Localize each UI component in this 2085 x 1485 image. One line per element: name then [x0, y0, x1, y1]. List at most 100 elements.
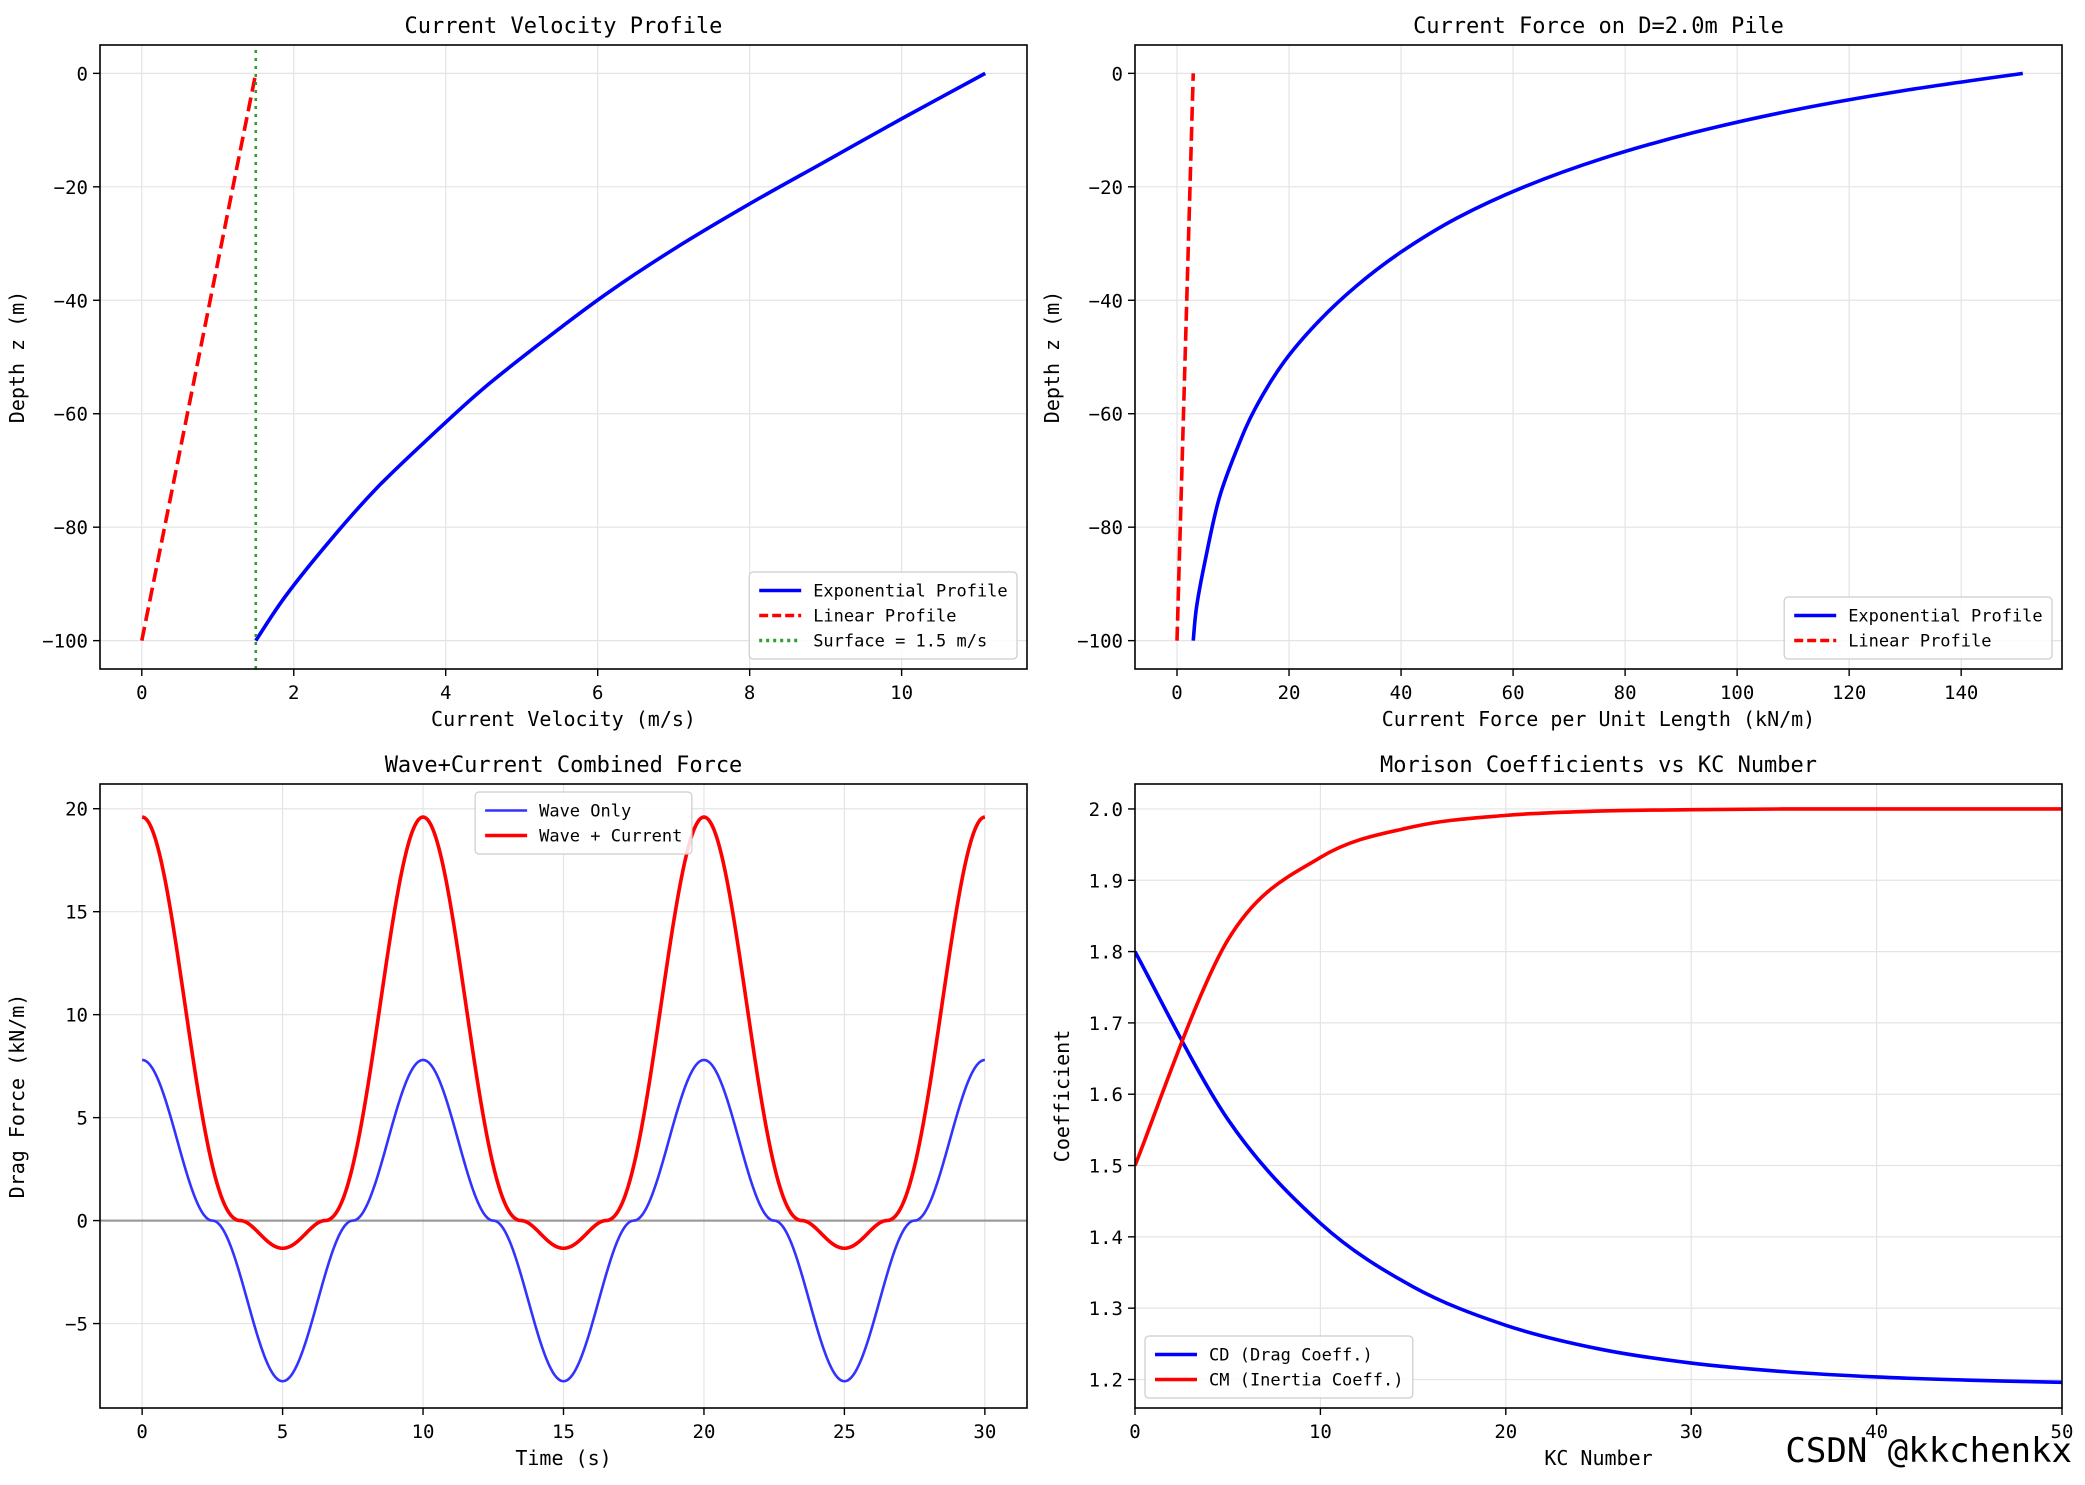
x-tick-label: 20: [693, 1421, 716, 1443]
y-tick-label: 5: [77, 1108, 88, 1130]
y-axis-label: Drag Force (kN/m): [5, 994, 29, 1199]
grid: [1134, 784, 2063, 1408]
y-tick-label: 10: [65, 1005, 88, 1027]
y-tick-label: 1.9: [1089, 870, 1123, 892]
x-axis-label: KC Number: [1544, 1446, 1652, 1470]
x-tick-label: 120: [1832, 682, 1866, 704]
grid: [100, 45, 1027, 669]
y-tick-label: −20: [54, 177, 88, 199]
x-tick-label: 100: [1720, 682, 1754, 704]
x-tick-label: 20: [1278, 682, 1301, 704]
axes-frame: [1134, 783, 2063, 1409]
series-group: [1175, 71, 2024, 641]
x-tick-label: 0: [136, 682, 147, 704]
y-tick-label: −40: [1089, 290, 1123, 312]
chart-3: 0 5 10 15 20 25 30 −5 0 5 10 15 20 Wave+Current Combi…: [5, 753, 1028, 1470]
legend: Exponential Profile Linear Profile: [1783, 596, 2053, 660]
x-tick-label: 10: [1309, 1421, 1332, 1443]
legend-label: Wave Only: [539, 802, 631, 822]
y-axis-label: Depth z (m): [5, 291, 29, 423]
series-line-linear-profile: [1175, 73, 1196, 641]
series-line-cm-inertia-coeff: [1135, 807, 2062, 1167]
series-line-linear-profile: [140, 73, 258, 641]
y-tick-label: −100: [1077, 631, 1123, 653]
y-tick-label: −20: [1089, 177, 1123, 199]
y-tick-label: −80: [54, 517, 88, 539]
axes-frame: [1134, 44, 2063, 670]
y-tick-label: −60: [54, 404, 88, 426]
y-tick-label: −60: [1089, 404, 1123, 426]
y-tick-label: 0: [1112, 63, 1123, 85]
series-line-wave-only: [141, 1058, 986, 1383]
watermark-text: CSDN @kkchenkx: [1785, 1431, 2072, 1471]
x-tick-label: 6: [592, 682, 603, 704]
x-tick-label: 40: [1865, 1421, 1888, 1443]
legend-box: [474, 791, 693, 855]
legend-label: Wave + Current: [539, 827, 682, 847]
y-tick-label: 0: [77, 1211, 88, 1233]
x-tick-label: 5: [277, 1421, 288, 1443]
legend: Wave Only Wave + Current: [474, 791, 693, 855]
series-line-exponential-profile: [254, 71, 987, 642]
series-group: [141, 815, 986, 1383]
x-tick-label: 25: [833, 1421, 856, 1443]
x-tick-label: 0: [136, 1421, 147, 1443]
x-axis-label: Current Force per Unit Length (kN/m): [1382, 707, 1815, 731]
x-tick-label: 2: [288, 682, 299, 704]
x-tick-label: 15: [552, 1421, 575, 1443]
x-tick-label: 20: [1494, 1421, 1517, 1443]
chart-4: 0 10 20 30 40 50 1.2 1.3 1.4 1.5 1.6 1.7 1.8 1.9 2.0 Mo…: [1050, 753, 2073, 1470]
legend-box: [748, 571, 1018, 660]
y-tick-label: 1.5: [1089, 1156, 1123, 1178]
series-line-cd-drag-coeff: [1135, 950, 2062, 1385]
chart-2: 0 20 40 60 80 100 120 140 0 −20 −40 −60 −80 −100 Curre…: [1040, 14, 2063, 731]
x-tick-label: 80: [1614, 682, 1637, 704]
series-group: [1135, 807, 2062, 1385]
x-tick-label: 10: [890, 682, 913, 704]
x-axis-label: Current Velocity (m/s): [431, 707, 696, 731]
chart-title: Current Force on D=2.0m Pile: [1413, 14, 1784, 39]
x-tick-label: 50: [2051, 1421, 2074, 1443]
x-axis-label: Time (s): [515, 1446, 611, 1470]
y-axis-label: Depth z (m): [1040, 291, 1064, 423]
legend-label: Linear Profile: [813, 607, 956, 627]
legend: CD (Drag Coeff.) CM (Inertia Coeff.): [1144, 1335, 1414, 1399]
legend: Exponential Profile Linear Profile Surface…: [748, 571, 1018, 660]
y-tick-label: 15: [65, 902, 88, 924]
x-tick-label: 8: [744, 682, 755, 704]
x-tick-label: 140: [1944, 682, 1978, 704]
y-tick-label: 1.7: [1089, 1013, 1123, 1035]
y-tick-label: 1.3: [1089, 1298, 1123, 1320]
legend-label: CM (Inertia Coeff.): [1209, 1371, 1403, 1391]
chart-title: Wave+Current Combined Force: [385, 753, 743, 778]
legend-label: Exponential Profile: [813, 582, 1007, 602]
grid: [1135, 45, 2062, 669]
y-tick-label: 2.0: [1089, 799, 1123, 821]
x-tick-label: 10: [412, 1421, 435, 1443]
chart-title: Current Velocity Profile: [405, 14, 723, 39]
x-tick-label: 30: [973, 1421, 996, 1443]
axes-frame: [99, 44, 1028, 670]
legend-box: [1783, 596, 2053, 660]
legend-label: Surface = 1.5 m/s: [813, 632, 987, 652]
y-tick-label: −5: [65, 1314, 88, 1336]
y-tick-label: 1.6: [1089, 1084, 1123, 1106]
x-tick-label: 40: [1390, 682, 1413, 704]
series-line-exponential-profile: [1191, 71, 2024, 641]
y-tick-label: 1.2: [1089, 1369, 1123, 1391]
legend-label: Linear Profile: [1848, 632, 1991, 652]
x-tick-label: 0: [1129, 1421, 1140, 1443]
y-tick-label: 20: [65, 799, 88, 821]
y-tick-label: −100: [42, 631, 88, 653]
series-group: [140, 45, 987, 669]
y-tick-label: −80: [1089, 517, 1123, 539]
chart-title: Morison Coefficients vs KC Number: [1380, 753, 1817, 778]
y-tick-label: 1.8: [1089, 942, 1123, 964]
x-tick-label: 30: [1680, 1421, 1703, 1443]
x-tick-label: 0: [1171, 682, 1182, 704]
legend-box: [1144, 1335, 1414, 1399]
x-tick-label: 60: [1502, 682, 1525, 704]
